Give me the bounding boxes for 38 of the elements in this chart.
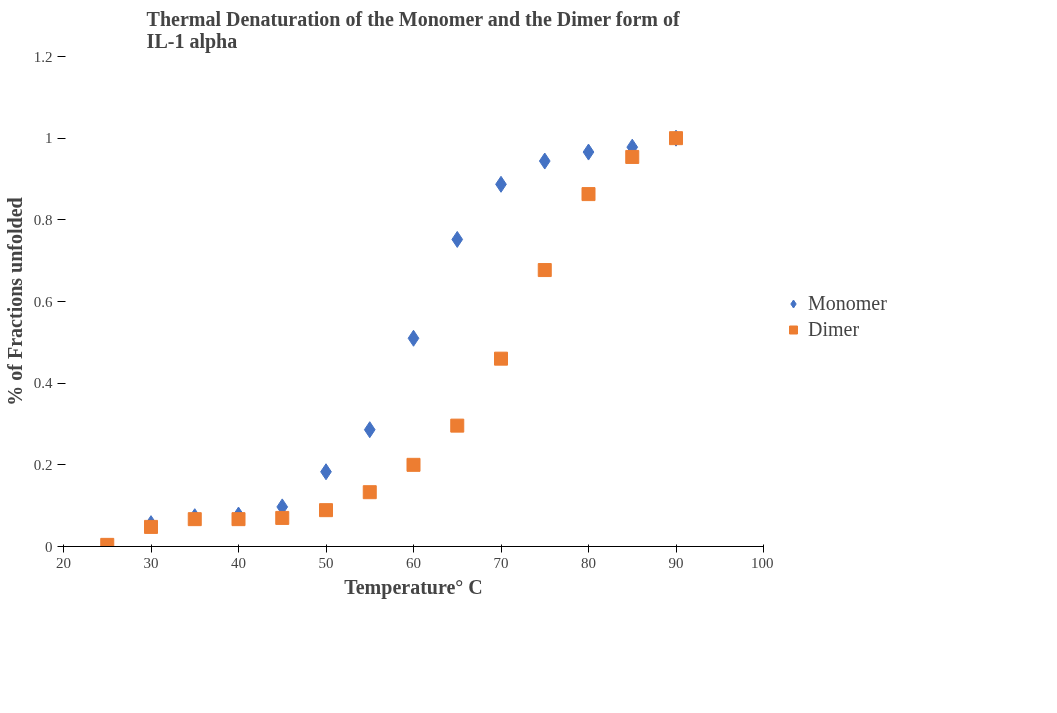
point [582, 143, 595, 161]
x-tick-label: 20 [56, 554, 71, 571]
y-tick-label: 0.8 [33, 211, 53, 228]
y-tick-label: 0.4 [33, 375, 53, 392]
y-tick-label: 1 [45, 130, 53, 147]
x-tick-label: 100 [751, 554, 774, 571]
x-tick-label: 70 [493, 554, 509, 571]
y-tick-label: 0.2 [33, 456, 53, 473]
chart-title: Thermal Denaturation of the Monomer and the Dimer form of IL-1 alpha [146, 7, 681, 53]
y-axis-title: % of Fractions unfolded [3, 197, 26, 406]
y-tick-label: 1.2 [33, 48, 53, 65]
point [450, 418, 465, 433]
x-tick-label: 60 [406, 554, 421, 571]
x-axis-title: Temperature° C [344, 575, 483, 599]
point [363, 421, 376, 439]
point [187, 512, 202, 527]
x-tick-label: 90 [668, 554, 684, 571]
x-tick-label: 50 [318, 554, 334, 571]
point [407, 329, 420, 347]
legend-label: Monomer [808, 291, 887, 315]
y-tick-label: 0.6 [33, 293, 53, 310]
point [494, 351, 508, 366]
point [537, 263, 552, 278]
point [231, 512, 246, 527]
y-tick-label: 0 [45, 538, 53, 555]
point [538, 152, 551, 170]
point [581, 187, 596, 202]
x-tick-label: 80 [581, 554, 596, 571]
x-tick-label: 40 [231, 554, 246, 571]
legend-label: Dimer [808, 317, 860, 341]
point [319, 503, 333, 518]
point [406, 457, 421, 472]
point [625, 149, 640, 164]
point [144, 519, 158, 534]
x-tick-label: 30 [143, 554, 159, 571]
point [451, 230, 464, 248]
point [362, 485, 377, 500]
point [275, 510, 290, 525]
